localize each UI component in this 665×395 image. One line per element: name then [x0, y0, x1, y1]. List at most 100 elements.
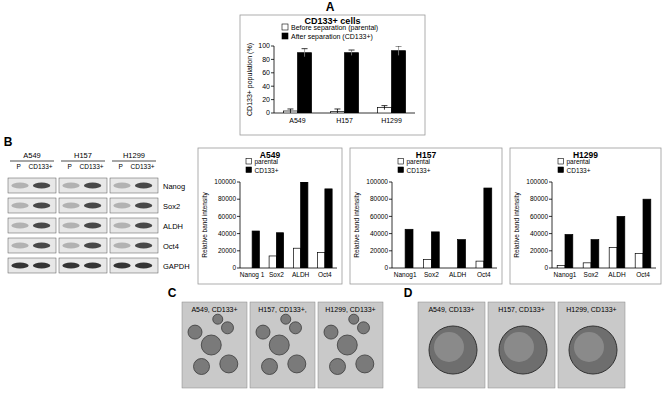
y-tick-label: 100000: [526, 178, 548, 185]
legend-label: CD133+: [567, 167, 591, 174]
blot-band: [113, 183, 130, 189]
y-tick-label: 100: [258, 42, 270, 49]
blot-band: [11, 183, 28, 189]
legend-swatch: [558, 159, 564, 165]
blot-band: [113, 223, 130, 229]
blot-band: [113, 263, 130, 269]
y-tick: [271, 59, 274, 60]
y-axis: [274, 46, 275, 113]
bar: [245, 268, 252, 269]
y-tick-label: 100000: [366, 178, 388, 185]
lane-label: P: [67, 163, 71, 170]
panel-label: B: [4, 135, 13, 149]
bar: [617, 216, 625, 268]
bar: [345, 53, 359, 113]
header-rule: [10, 161, 54, 162]
blot-strip: [59, 178, 107, 193]
x-tick-label: Sox2: [584, 271, 599, 278]
sphere: [194, 359, 210, 375]
blot-band: [33, 263, 50, 269]
y-axis-title: Relative band intensity: [201, 192, 209, 258]
error-cap: [396, 46, 402, 47]
sphere: [256, 325, 270, 339]
micrograph: [558, 302, 625, 388]
blot-strip: [59, 198, 107, 213]
sphere-images: A549, CD133+H157, CD133+,H1299, CD133+: [182, 302, 383, 388]
lane-label: CD133+: [131, 163, 155, 170]
x-tick-label: Sox2: [269, 271, 284, 278]
bar: [276, 233, 283, 268]
error-bar: [396, 46, 402, 55]
y-axis-title: Relative band intensity: [513, 192, 521, 258]
y-tick-label: 20000: [370, 247, 388, 254]
bar: [392, 51, 406, 113]
image-label: H157, CD133+,: [258, 306, 307, 313]
error-bar: [334, 109, 340, 113]
y-tick: [237, 268, 240, 269]
x-tick-label: Sox2: [424, 271, 439, 278]
cell-line-label: H1299: [123, 151, 145, 160]
y-tick-label: 40000: [218, 230, 236, 237]
sphere-core: [504, 332, 534, 362]
image-label: H157, CD133+: [498, 306, 545, 313]
bar: [583, 263, 591, 268]
error-cap: [349, 50, 355, 51]
blot-band: [113, 203, 130, 209]
y-tick-label: 0: [266, 109, 270, 116]
bar: [484, 188, 492, 268]
y-axis: [392, 182, 393, 268]
bar: [565, 234, 573, 268]
y-tick-label: 80000: [530, 195, 548, 202]
blot-band: [62, 203, 79, 209]
blot-band: [135, 243, 152, 249]
y-tick: [271, 86, 274, 87]
bar: [325, 189, 332, 268]
y-tick: [237, 250, 240, 251]
blot-strip: [110, 178, 158, 193]
micrograph: [488, 302, 555, 388]
bar-chart: H157020000400006000080000100000Relative …: [350, 148, 502, 284]
blot-band: [84, 223, 101, 229]
image-label: H1299, CD133+: [325, 306, 375, 313]
blot-band: [11, 223, 28, 229]
lane-label: P: [16, 163, 20, 170]
legend-swatch: [282, 24, 288, 30]
error-line: [290, 109, 291, 113]
bars: [252, 182, 332, 268]
micrograph: [318, 302, 383, 388]
error-line: [337, 109, 338, 113]
x-tick-label: Oct4: [318, 271, 332, 278]
legend-swatch: [246, 159, 252, 165]
sphere-core: [574, 332, 604, 362]
blot-strip: [110, 218, 158, 233]
sphere: [201, 335, 221, 355]
y-tick-label: 40: [262, 83, 270, 90]
error-cap: [334, 108, 340, 109]
bar: [476, 261, 484, 268]
y-tick: [271, 113, 274, 114]
y-tick: [389, 250, 392, 251]
y-tick: [237, 199, 240, 200]
y-tick: [549, 199, 552, 200]
x-tick-label: ALDH: [292, 271, 310, 278]
x-tick-label: Nanog1: [394, 271, 417, 279]
blot-band: [33, 243, 50, 249]
y-axis: [552, 182, 553, 268]
blot-strip: [110, 198, 158, 213]
sphere: [213, 314, 223, 324]
sphere: [337, 335, 357, 355]
x-tick-label: ALDH: [608, 271, 626, 278]
blot-strip: [8, 238, 56, 253]
y-axis: [240, 182, 241, 268]
bar: [293, 248, 300, 268]
protein-label: GAPDH: [163, 262, 190, 271]
error-bar: [302, 49, 308, 57]
y-tick-label: 80000: [370, 195, 388, 202]
sphere: [269, 335, 289, 355]
error-cap: [287, 108, 293, 109]
lane-label: P: [118, 163, 122, 170]
blot-strip: [8, 218, 56, 233]
error-line: [351, 50, 352, 55]
y-tick: [389, 199, 392, 200]
y-tick-label: 80: [262, 56, 270, 63]
